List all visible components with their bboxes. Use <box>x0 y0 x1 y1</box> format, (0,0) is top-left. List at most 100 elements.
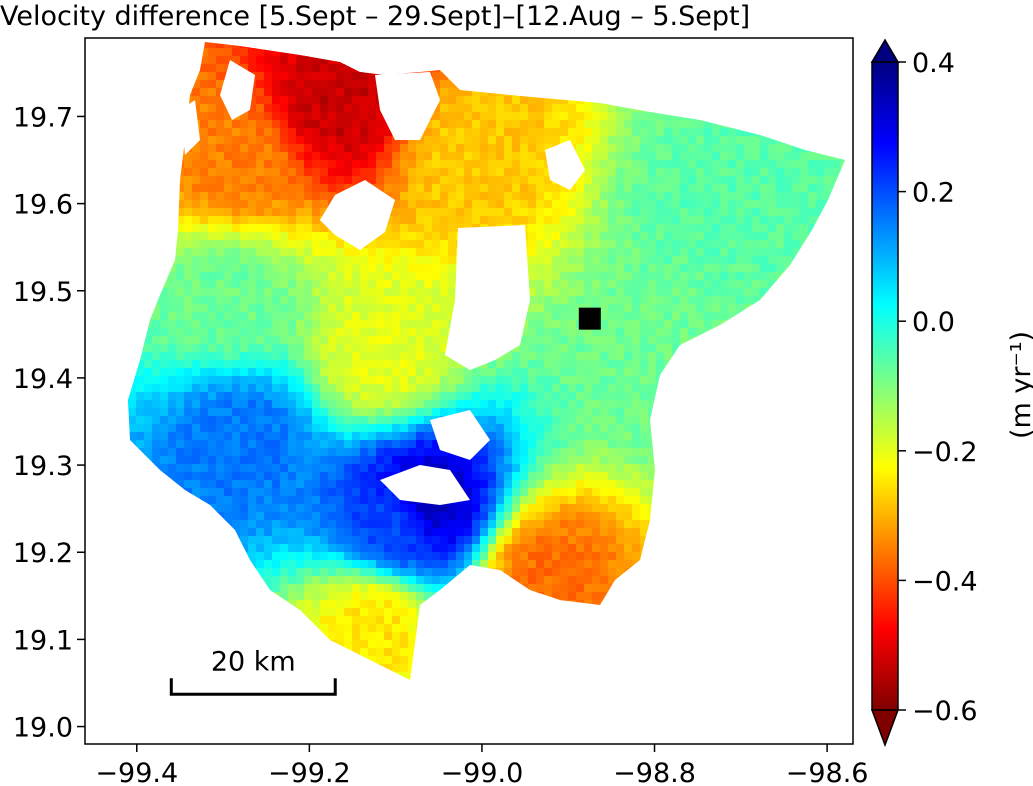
velocity-cell <box>256 304 265 313</box>
velocity-cell <box>216 240 225 249</box>
velocity-cell <box>712 248 721 257</box>
velocity-cell <box>160 104 169 113</box>
velocity-cell <box>128 432 129 441</box>
velocity-cell <box>720 42 729 49</box>
velocity-cell <box>224 176 233 185</box>
velocity-cell <box>200 72 209 81</box>
velocity-cell <box>800 208 809 217</box>
velocity-cell <box>376 384 385 393</box>
velocity-cell <box>784 56 793 65</box>
velocity-cell <box>808 160 817 169</box>
velocity-cell <box>392 64 401 73</box>
velocity-cell <box>184 304 193 313</box>
velocity-cell <box>488 400 497 409</box>
velocity-cell <box>544 208 553 217</box>
velocity-cell <box>792 224 801 233</box>
velocity-cell <box>576 344 585 353</box>
velocity-cell <box>312 88 321 97</box>
velocity-cell <box>416 208 425 217</box>
velocity-cell <box>360 376 369 385</box>
velocity-cell <box>720 136 729 145</box>
velocity-cell <box>408 344 417 353</box>
velocity-cell <box>520 152 529 161</box>
velocity-cell <box>128 376 129 385</box>
velocity-cell <box>648 352 657 361</box>
velocity-cell <box>296 296 305 305</box>
velocity-cell <box>792 440 801 449</box>
velocity-cell <box>416 248 425 257</box>
velocity-cell <box>392 224 401 233</box>
velocity-cell <box>184 232 193 241</box>
velocity-cell <box>336 176 345 185</box>
velocity-cell <box>288 160 297 169</box>
velocity-cell <box>816 136 825 145</box>
velocity-cell <box>288 96 297 105</box>
velocity-cell <box>600 42 609 49</box>
velocity-cell <box>400 48 409 57</box>
velocity-cell <box>136 368 145 377</box>
velocity-cell <box>688 136 697 145</box>
velocity-cell <box>208 464 217 473</box>
velocity-cell <box>808 120 817 129</box>
velocity-cell <box>240 120 249 129</box>
velocity-cell <box>728 42 737 49</box>
velocity-cell <box>264 152 273 161</box>
velocity-cell <box>728 312 737 321</box>
velocity-cell <box>584 464 593 473</box>
velocity-cell <box>744 240 753 249</box>
velocity-cell <box>744 288 753 297</box>
velocity-cell <box>688 104 697 113</box>
velocity-cell <box>672 360 681 369</box>
velocity-cell <box>688 176 697 185</box>
velocity-cell <box>720 240 729 249</box>
velocity-cell <box>456 104 465 113</box>
velocity-cell <box>520 88 529 97</box>
velocity-cell <box>720 392 729 401</box>
velocity-cell <box>624 72 633 81</box>
velocity-cell <box>256 208 265 217</box>
velocity-cell <box>328 352 337 361</box>
velocity-cell <box>784 136 793 145</box>
velocity-cell <box>296 200 305 209</box>
velocity-cell <box>488 104 497 113</box>
velocity-cell <box>480 408 489 417</box>
velocity-cell <box>664 320 673 329</box>
velocity-cell <box>144 312 153 321</box>
velocity-cell <box>568 328 577 337</box>
velocity-cell <box>576 232 585 241</box>
velocity-cell <box>736 400 745 409</box>
velocity-cell <box>304 432 313 441</box>
velocity-cell <box>696 184 705 193</box>
velocity-cell <box>528 176 537 185</box>
velocity-cell <box>256 424 265 433</box>
velocity-cell <box>528 312 537 321</box>
velocity-cell <box>448 48 457 57</box>
velocity-cell <box>552 104 561 113</box>
velocity-cell <box>256 440 265 449</box>
velocity-cell <box>312 128 321 137</box>
velocity-cell <box>128 128 137 137</box>
velocity-cell <box>784 400 793 409</box>
velocity-cell <box>184 408 193 417</box>
velocity-cell <box>128 464 137 473</box>
velocity-cell <box>664 240 673 249</box>
velocity-cell <box>224 392 233 401</box>
velocity-cell <box>632 184 641 193</box>
velocity-cell <box>168 400 177 409</box>
velocity-cell <box>168 312 177 321</box>
velocity-cell <box>640 176 649 185</box>
velocity-cell <box>200 48 209 57</box>
velocity-cell <box>432 296 441 305</box>
velocity-cell <box>624 56 633 65</box>
velocity-cell <box>440 288 449 297</box>
velocity-cell <box>328 80 337 89</box>
velocity-cell <box>704 88 713 97</box>
velocity-cell <box>640 376 649 385</box>
velocity-cell <box>144 200 153 209</box>
velocity-cell <box>288 136 297 145</box>
velocity-cell <box>128 384 129 393</box>
velocity-cell <box>560 48 569 57</box>
velocity-cell <box>704 288 713 297</box>
velocity-cell <box>384 424 393 433</box>
velocity-cell <box>136 176 145 185</box>
